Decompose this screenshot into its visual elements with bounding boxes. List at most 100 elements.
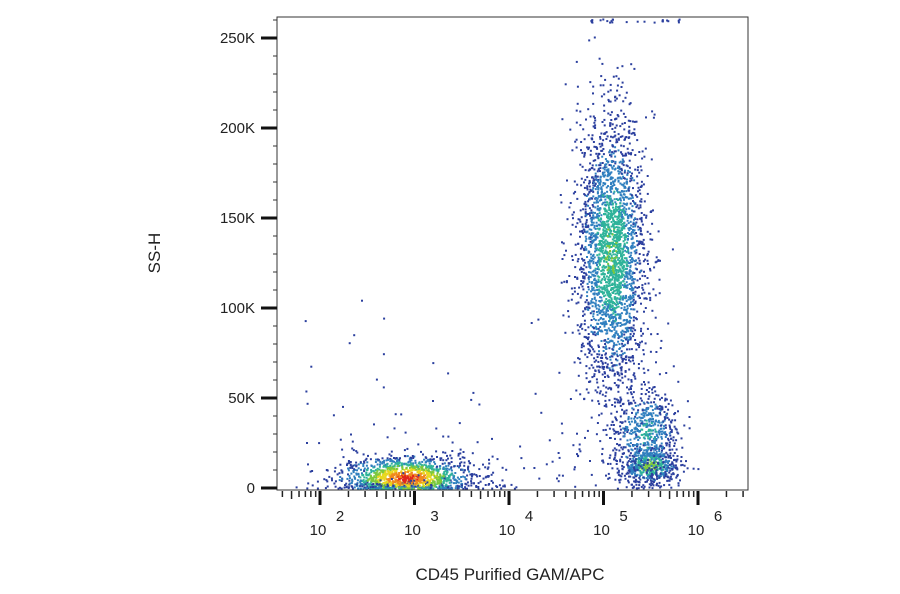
data-point: [619, 213, 622, 216]
data-point: [614, 231, 617, 233]
data-point: [600, 270, 603, 273]
data-point: [339, 463, 342, 466]
data-point: [602, 232, 605, 234]
data-point: [661, 461, 663, 464]
data-point: [392, 465, 395, 468]
data-point: [603, 313, 606, 316]
data-point: [417, 471, 420, 474]
data-point: [642, 247, 645, 250]
data-point: [602, 311, 605, 314]
data-point: [617, 199, 619, 201]
data-point: [606, 357, 609, 360]
data-point: [423, 475, 425, 478]
data-point: [615, 221, 618, 224]
data-point: [627, 330, 630, 333]
data-point: [604, 256, 607, 259]
data-point: [639, 462, 642, 465]
data-point: [646, 422, 648, 425]
data-point: [627, 460, 630, 463]
data-point: [633, 201, 635, 204]
data-point: [598, 57, 601, 60]
data-point: [672, 439, 675, 442]
data-point: [419, 469, 421, 472]
data-point: [617, 172, 620, 175]
data-point: [634, 300, 637, 303]
data-point: [619, 396, 622, 399]
data-point: [610, 135, 612, 138]
data-point: [594, 247, 597, 250]
data-point: [434, 475, 437, 478]
data-point: [389, 475, 392, 478]
data-point: [347, 469, 350, 472]
data-point: [614, 167, 617, 170]
data-point: [340, 480, 343, 482]
data-point: [667, 464, 669, 467]
data-point: [626, 219, 629, 222]
data-point: [626, 328, 629, 331]
data-point: [611, 309, 614, 312]
data-point: [604, 195, 606, 198]
data-point: [611, 223, 614, 226]
data-point: [623, 236, 626, 239]
data-point: [621, 190, 624, 193]
data-point: [670, 430, 673, 433]
data-point: [594, 234, 597, 237]
data-point: [624, 446, 627, 449]
data-point: [642, 487, 645, 490]
data-point: [586, 342, 589, 345]
data-point: [605, 223, 608, 226]
data-point: [650, 484, 653, 487]
data-point: [423, 487, 426, 490]
data-point: [582, 288, 585, 291]
data-point: [352, 471, 355, 474]
data-point: [610, 330, 613, 333]
data-point: [361, 472, 363, 475]
data-point: [625, 208, 628, 211]
data-point: [628, 171, 631, 174]
data-point: [412, 462, 415, 465]
data-point: [587, 134, 590, 137]
data-point: [617, 286, 620, 288]
data-point: [606, 269, 609, 272]
data-point: [462, 487, 465, 490]
data-point: [632, 287, 635, 290]
data-point: [628, 296, 630, 299]
data-point: [616, 443, 619, 445]
data-point: [674, 466, 677, 469]
data-point: [606, 235, 609, 238]
data-point: [629, 423, 632, 426]
data-point: [612, 369, 615, 372]
data-point: [658, 450, 661, 453]
data-point: [617, 133, 620, 136]
data-point: [449, 454, 452, 457]
data-point: [609, 124, 612, 127]
data-point: [600, 329, 603, 332]
data-point: [613, 336, 616, 339]
data-point: [642, 471, 645, 474]
data-point: [640, 473, 643, 476]
data-point: [631, 411, 633, 414]
data-point: [464, 486, 467, 489]
data-point: [653, 478, 656, 481]
data-point: [655, 469, 658, 472]
data-point: [384, 484, 387, 486]
data-point: [607, 90, 610, 93]
data-point: [412, 464, 415, 467]
data-point: [655, 405, 658, 408]
data-point: [592, 257, 595, 260]
data-point: [445, 465, 448, 468]
data-point: [649, 269, 652, 272]
data-point: [607, 220, 609, 223]
data-point: [646, 230, 649, 233]
data-point: [682, 470, 685, 473]
data-point: [334, 485, 337, 488]
data-point: [607, 228, 610, 231]
data-point: [636, 447, 639, 450]
data-point: [648, 486, 651, 489]
data-point: [351, 485, 354, 488]
data-point: [365, 474, 368, 476]
data-point: [633, 120, 636, 123]
data-point: [558, 371, 561, 374]
data-point: [580, 294, 583, 297]
data-point: [601, 459, 604, 462]
